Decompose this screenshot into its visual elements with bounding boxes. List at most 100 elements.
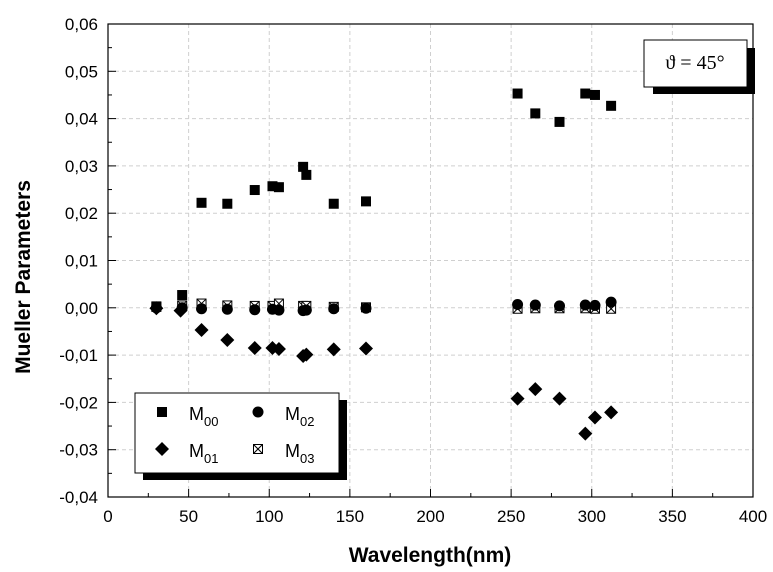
crossed-square-marker xyxy=(253,444,263,454)
square-marker xyxy=(222,198,233,209)
circle-marker xyxy=(252,406,264,418)
diamond-marker xyxy=(194,323,209,338)
y-tick-label: 0,03 xyxy=(65,157,98,176)
x-tick-label: 100 xyxy=(255,507,283,526)
circle-marker xyxy=(328,303,340,315)
square-marker xyxy=(328,198,339,209)
legend-entry-m02: M02 xyxy=(252,404,314,429)
annotation-box xyxy=(643,39,748,88)
series-m01 xyxy=(149,301,619,441)
circle-marker xyxy=(249,304,261,316)
circle-marker xyxy=(554,300,565,312)
x-tick-label: 0 xyxy=(103,507,112,526)
legend-label-subscript: 03 xyxy=(300,451,314,466)
circle-marker xyxy=(579,299,591,311)
diamond-marker xyxy=(587,410,602,425)
legend-label: M03 xyxy=(285,441,314,466)
circle-marker xyxy=(360,302,372,314)
diamond-marker xyxy=(552,391,567,406)
legend-label-main: M xyxy=(285,441,300,461)
y-tick-label: 0,05 xyxy=(65,62,98,81)
legend-label: M01 xyxy=(189,441,218,466)
circle-marker xyxy=(273,304,285,316)
diamond-marker xyxy=(510,391,525,406)
diamond-marker xyxy=(220,332,235,347)
circle-marker xyxy=(221,303,233,315)
square-marker xyxy=(361,196,371,207)
legend-box xyxy=(134,392,340,474)
x-tick-label: 200 xyxy=(416,507,444,526)
square-marker xyxy=(580,88,591,99)
series-m03 xyxy=(151,298,617,314)
y-tick-label: -0,02 xyxy=(59,393,98,412)
legend-label-main: M xyxy=(189,404,204,424)
x-axis-title: Wavelength(nm) xyxy=(349,544,512,567)
y-tick-label: -0,03 xyxy=(59,441,98,460)
legend-entry-m01: M01 xyxy=(155,441,218,466)
diamond-marker xyxy=(299,347,314,362)
y-tick-label: 0,06 xyxy=(65,15,98,34)
circle-marker xyxy=(196,303,208,315)
legend-entry-m03: M03 xyxy=(253,441,314,466)
square-marker xyxy=(157,407,167,417)
annotation-text: ϑ = 45° xyxy=(665,52,724,74)
circle-marker xyxy=(529,299,541,311)
y-tick-label: -0,04 xyxy=(59,488,98,507)
series-m00 xyxy=(151,88,617,312)
x-tick-label: 400 xyxy=(739,507,767,526)
x-tick-label: 50 xyxy=(179,507,198,526)
tick-labels: 0 50 100 150 200 250 300 350 400 -0,04 -0,03 -0,02 -… xyxy=(59,15,767,526)
square-marker xyxy=(249,185,260,196)
y-tick-label: 0,01 xyxy=(65,252,98,271)
square-marker xyxy=(301,169,312,180)
x-tick-label: 150 xyxy=(336,507,364,526)
y-tick-label: 0,04 xyxy=(65,110,98,129)
y-tick-label: -0,01 xyxy=(59,346,98,365)
angle-annotation: ϑ = 45° xyxy=(643,39,755,94)
x-tick-label: 350 xyxy=(658,507,686,526)
circle-marker xyxy=(300,304,312,316)
diamond-marker xyxy=(359,341,373,356)
legend-label-main: M xyxy=(189,441,204,461)
legend-label-main: M xyxy=(285,404,300,424)
square-marker xyxy=(512,88,523,99)
square-marker xyxy=(606,100,617,111)
square-marker xyxy=(177,290,188,301)
square-marker xyxy=(273,182,284,193)
square-marker xyxy=(554,116,565,127)
diamond-marker xyxy=(604,405,619,420)
data-markers xyxy=(149,88,619,441)
square-marker xyxy=(589,89,600,100)
legend-label-subscript: 00 xyxy=(204,414,218,429)
legend-label-subscript: 01 xyxy=(204,451,218,466)
y-tick-label: 0,02 xyxy=(65,204,98,223)
square-marker xyxy=(298,161,309,172)
crossed-square-diagonal xyxy=(253,444,263,454)
square-marker xyxy=(530,108,541,119)
legend-entry-m00: M00 xyxy=(157,404,218,429)
series-m02 xyxy=(150,296,617,317)
square-marker xyxy=(151,301,162,312)
circle-marker xyxy=(589,299,601,311)
diamond-marker xyxy=(271,341,286,356)
y-tick-label: 0,00 xyxy=(65,299,98,318)
circle-marker xyxy=(512,298,524,310)
square-marker xyxy=(267,181,278,192)
diamond-marker xyxy=(247,341,262,356)
circle-marker xyxy=(605,296,617,308)
diamond-marker xyxy=(578,426,593,441)
circle-marker xyxy=(176,302,188,314)
legend-label: M00 xyxy=(189,404,218,429)
y-axis-title: Mueller Parameters xyxy=(12,180,35,374)
diamond-marker xyxy=(155,442,169,456)
diamond-marker xyxy=(326,342,341,357)
diamond-marker xyxy=(528,382,543,397)
x-tick-label: 300 xyxy=(578,507,606,526)
legend-label-subscript: 02 xyxy=(300,414,314,429)
plot-frame xyxy=(107,23,754,498)
x-tick-label: 250 xyxy=(497,507,525,526)
square-marker xyxy=(196,197,207,208)
legend-label: M02 xyxy=(285,404,314,429)
